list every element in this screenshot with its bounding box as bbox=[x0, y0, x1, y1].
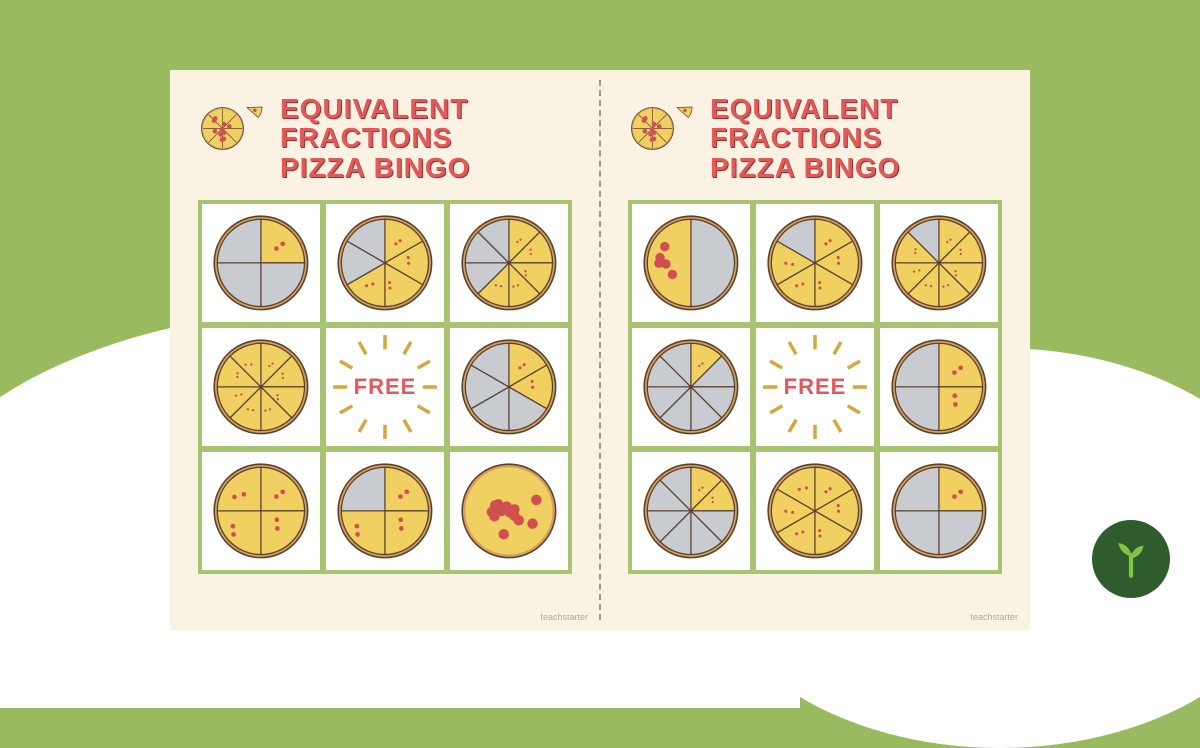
leaf-sprout-icon bbox=[1110, 538, 1152, 580]
bingo-card-2: EQUIVALENT FRACTIONS PIZZA BINGO FREE te… bbox=[600, 70, 1030, 630]
pizza-fraction-cell bbox=[202, 452, 320, 570]
free-label: FREE bbox=[784, 374, 847, 400]
bingo-grid-2: FREE bbox=[628, 200, 1002, 574]
card-title: EQUIVALENT FRACTIONS PIZZA BINGO bbox=[280, 94, 470, 182]
card-title: EQUIVALENT FRACTIONS PIZZA BINGO bbox=[710, 94, 900, 182]
pizza-fraction-cell bbox=[202, 328, 320, 446]
card-header: EQUIVALENT FRACTIONS PIZZA BINGO bbox=[628, 90, 1002, 182]
pizza-fraction-cell bbox=[450, 204, 568, 322]
watermark: teachstarter bbox=[970, 612, 1018, 622]
watermark: teachstarter bbox=[540, 612, 588, 622]
title-line-3: PIZZA BINGO bbox=[280, 153, 470, 182]
pizza-logo-icon bbox=[198, 90, 268, 160]
pizza-fraction-cell bbox=[632, 452, 750, 570]
bingo-cards-container: EQUIVALENT FRACTIONS PIZZA BINGO FREE te… bbox=[170, 70, 1030, 630]
free-space-cell: FREE bbox=[326, 328, 444, 446]
title-line-3: PIZZA BINGO bbox=[710, 153, 900, 182]
card-header: EQUIVALENT FRACTIONS PIZZA BINGO bbox=[198, 90, 572, 182]
pizza-fraction-cell bbox=[756, 204, 874, 322]
pizza-fraction-cell bbox=[632, 204, 750, 322]
pizza-fraction-cell bbox=[202, 204, 320, 322]
brand-logo-badge bbox=[1092, 520, 1170, 598]
title-line-2: FRACTIONS bbox=[280, 123, 470, 152]
pizza-logo-icon bbox=[628, 90, 698, 160]
free-space-cell: FREE bbox=[756, 328, 874, 446]
pizza-fraction-cell bbox=[880, 204, 998, 322]
pizza-fraction-cell bbox=[880, 452, 998, 570]
title-line-2: FRACTIONS bbox=[710, 123, 900, 152]
title-line-1: EQUIVALENT bbox=[710, 94, 900, 123]
pizza-fraction-cell bbox=[326, 204, 444, 322]
bingo-grid-1: FREE bbox=[198, 200, 572, 574]
title-line-1: EQUIVALENT bbox=[280, 94, 470, 123]
pizza-fraction-cell bbox=[632, 328, 750, 446]
pizza-fraction-cell bbox=[450, 452, 568, 570]
pizza-fraction-cell bbox=[880, 328, 998, 446]
cut-line bbox=[599, 80, 601, 620]
pizza-fraction-cell bbox=[756, 452, 874, 570]
free-label: FREE bbox=[354, 374, 417, 400]
bingo-card-1: EQUIVALENT FRACTIONS PIZZA BINGO FREE te… bbox=[170, 70, 600, 630]
pizza-fraction-cell bbox=[450, 328, 568, 446]
pizza-fraction-cell bbox=[326, 452, 444, 570]
